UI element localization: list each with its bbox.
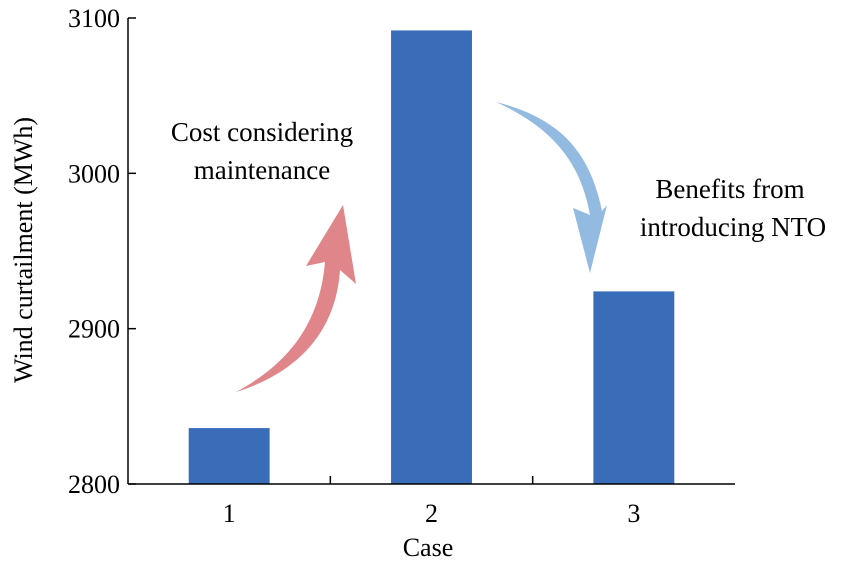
annotation-benefit-line-2: introducing NTO	[640, 212, 826, 242]
annotation-arrows	[236, 102, 607, 392]
x-tick-label: 3	[627, 499, 640, 528]
y-tick-label: 3100	[68, 4, 120, 33]
x-ticks-group: 1 2 3	[223, 476, 640, 528]
bar-case-3	[593, 291, 675, 484]
x-axis-title: Case	[403, 533, 454, 562]
y-ticks-group: 2800 2900 3000 3100	[68, 4, 136, 499]
y-tick-label: 2800	[68, 470, 120, 499]
decrease-arrow	[496, 102, 607, 273]
annotation-cost-line-1: Cost considering	[171, 117, 353, 147]
annotation-cost-line-2: maintenance	[194, 155, 330, 185]
x-tick-label: 1	[223, 499, 236, 528]
y-tick-label: 3000	[68, 159, 120, 188]
bar-case-2	[391, 30, 472, 484]
bars-group	[188, 30, 675, 484]
x-tick-label: 2	[425, 499, 438, 528]
y-axis-title: Wind curtailment (MWh)	[9, 117, 38, 383]
axes-group	[127, 18, 735, 485]
annotation-benefit-line-1: Benefits from	[655, 174, 804, 204]
bar-case-1	[188, 428, 270, 484]
increase-arrow	[236, 205, 356, 392]
y-tick-label: 2900	[68, 315, 120, 344]
